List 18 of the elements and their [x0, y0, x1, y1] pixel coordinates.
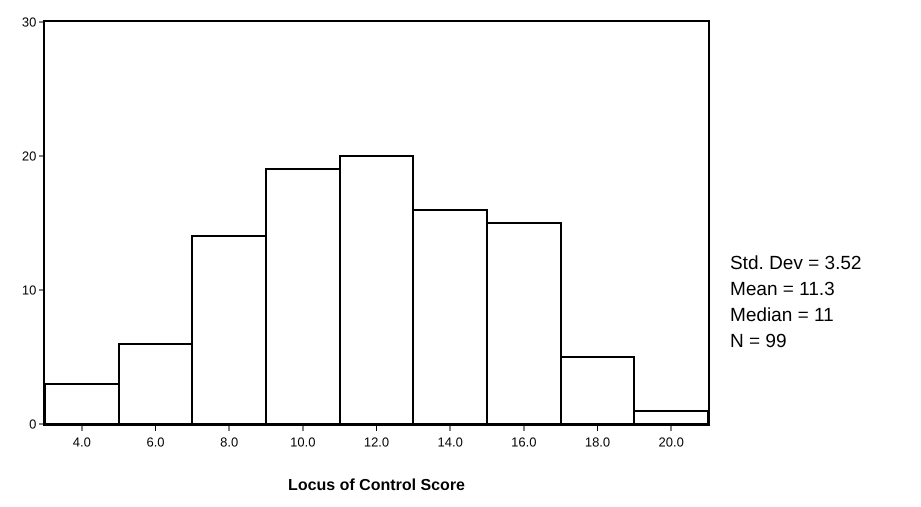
x-tick-label: 16.0	[511, 434, 536, 450]
x-axis-title: Locus of Control Score	[288, 476, 466, 494]
text: Mean = 11.3	[730, 279, 835, 300]
text: Std. Dev = 3.52	[730, 253, 862, 274]
y-tick-label: 0	[29, 416, 36, 432]
text: Median = 11	[730, 305, 834, 326]
x-tick-label: 6.0	[146, 434, 165, 450]
x-tick-label: 12.0	[364, 434, 390, 450]
x-tick-label: 14.0	[438, 434, 463, 450]
text: N = 99	[730, 331, 787, 352]
y-tick-label: 10	[22, 282, 36, 298]
x-tick-label: 20.0	[658, 434, 684, 450]
x-tick-label: 8.0	[220, 434, 238, 450]
x-tick-label: 18.0	[584, 434, 610, 450]
x-tick-label: 10.0	[290, 434, 316, 450]
x-tick-label: 4.0	[72, 434, 91, 450]
y-tick-label: 30	[22, 14, 36, 30]
y-tick-label: 20	[22, 148, 36, 164]
